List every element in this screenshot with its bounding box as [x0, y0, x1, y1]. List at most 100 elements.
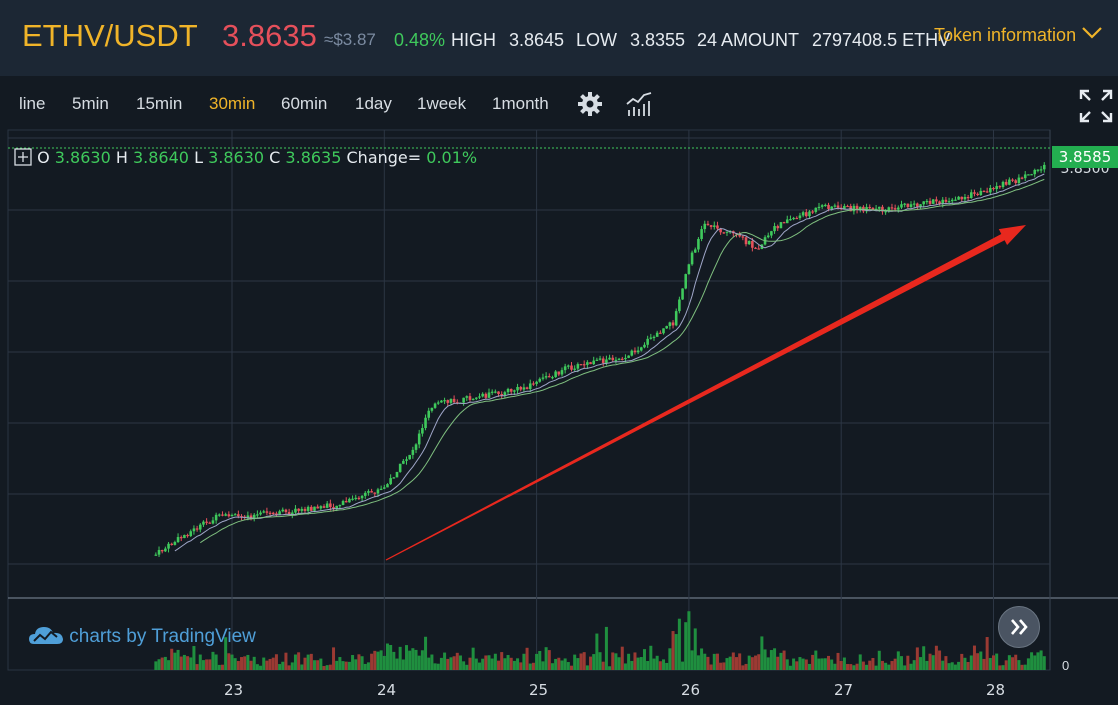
- scroll-to-latest-button[interactable]: [998, 606, 1040, 648]
- volume-bar: [236, 660, 240, 670]
- candle-body: [214, 514, 218, 521]
- pair-name[interactable]: ETHV/USDT: [22, 18, 198, 53]
- candle-body: [601, 358, 605, 364]
- volume-bar: [462, 661, 466, 670]
- volume-bar: [217, 664, 221, 670]
- candle-body: [1004, 181, 1008, 185]
- candle-body: [782, 222, 786, 224]
- volume-bar: [592, 654, 596, 670]
- candle-body: [348, 498, 351, 503]
- timeframe-line[interactable]: line: [19, 94, 46, 113]
- timeframe-5min[interactable]: 5min: [72, 94, 109, 113]
- volume-bar: [582, 652, 586, 670]
- candle-body: [287, 512, 291, 515]
- volume-bar: [392, 651, 396, 670]
- candle-body: [443, 400, 446, 402]
- candle-body: [678, 299, 681, 312]
- candle-body: [370, 491, 373, 493]
- candle-body: [233, 514, 237, 516]
- candle-body: [294, 508, 297, 513]
- volume-bar: [614, 653, 618, 670]
- candle-body: [890, 207, 894, 209]
- volume-bar: [401, 659, 405, 670]
- volume-bar: [909, 663, 913, 670]
- ohlc-legend: O 3.8630 H 3.8640 L 3.8630 C 3.8635 Chan…: [14, 148, 477, 167]
- candle-body: [446, 400, 450, 403]
- token-information-link[interactable]: Token information: [934, 25, 1077, 45]
- volume-bar: [433, 663, 437, 670]
- gear-icon[interactable]: [576, 90, 604, 118]
- candle-body: [801, 212, 805, 216]
- timeframe-1month[interactable]: 1month: [492, 94, 549, 113]
- volume-bar: [338, 657, 342, 670]
- candle-body: [916, 203, 919, 207]
- amount-label: 24 AMOUNT: [697, 30, 800, 50]
- volume-bar: [611, 652, 615, 670]
- volume-bar: [741, 665, 745, 670]
- volume-bar: [500, 652, 504, 670]
- candle-body: [659, 332, 662, 334]
- candle-body: [900, 204, 903, 208]
- volume-bar: [160, 657, 164, 670]
- candle-body: [218, 514, 221, 516]
- volume-bar: [357, 654, 361, 670]
- volume-bar: [734, 657, 738, 670]
- volume-bar: [284, 652, 288, 670]
- candle-body: [804, 212, 808, 217]
- volume-bar: [846, 664, 850, 670]
- volume-bar: [633, 652, 637, 670]
- chart-indicators-icon[interactable]: [625, 90, 653, 118]
- volume-bar: [782, 650, 786, 670]
- volume-bar: [554, 658, 558, 670]
- candle-body: [211, 520, 215, 524]
- candle-body: [589, 362, 592, 365]
- timeframe-1day[interactable]: 1day: [355, 94, 392, 113]
- volume-bar: [700, 648, 704, 670]
- volume-bar: [436, 663, 440, 670]
- amount-value: 2797408.5 ETHV: [812, 30, 951, 50]
- volume-bar: [427, 657, 431, 670]
- candle-body: [417, 433, 421, 445]
- chevron-down-icon[interactable]: [1080, 20, 1104, 44]
- volume-bar: [687, 611, 691, 670]
- volume-bar: [1030, 652, 1034, 670]
- volume-bar: [173, 652, 177, 670]
- candle-body: [265, 511, 269, 513]
- expand-arrows-icon[interactable]: [1078, 88, 1114, 124]
- timeframe-15min[interactable]: 15min: [136, 94, 183, 113]
- tradingview-branding[interactable]: charts by TradingView: [28, 624, 256, 648]
- timeframe-1week[interactable]: 1week: [417, 94, 467, 113]
- volume-bar: [906, 655, 910, 670]
- x-tick-label: 23: [224, 681, 244, 699]
- volume-bar: [976, 653, 980, 670]
- candle-body: [547, 376, 551, 378]
- timeframe-30min[interactable]: 30min: [209, 94, 256, 113]
- candle-body: [646, 338, 649, 345]
- price-chart[interactable]: [0, 128, 1118, 705]
- candle-body: [624, 357, 627, 360]
- volume-bar: [938, 650, 942, 670]
- candle-body: [957, 196, 960, 200]
- candle-body: [332, 507, 335, 509]
- volume-bar: [300, 664, 304, 670]
- volume-bar: [1036, 652, 1040, 670]
- collapse-legend-icon[interactable]: [14, 148, 32, 166]
- volume-bar: [516, 658, 520, 670]
- candle-body: [205, 521, 208, 523]
- candle-body: [164, 548, 167, 552]
- timeframe-60min[interactable]: 60min: [281, 94, 328, 113]
- volume-bar: [760, 636, 764, 670]
- candle-body: [405, 459, 408, 461]
- candle-body: [792, 217, 795, 220]
- volume-bar: [252, 656, 256, 670]
- volume-bar: [725, 658, 729, 670]
- candle-body: [903, 203, 906, 205]
- volume-bar: [747, 655, 751, 670]
- candle-body: [275, 513, 278, 515]
- volume-bar: [309, 653, 313, 670]
- volume-bar: [738, 653, 742, 670]
- volume-bar: [376, 651, 380, 670]
- candle-body: [462, 397, 465, 403]
- volume-bar: [417, 655, 421, 670]
- volume-bar: [722, 662, 726, 670]
